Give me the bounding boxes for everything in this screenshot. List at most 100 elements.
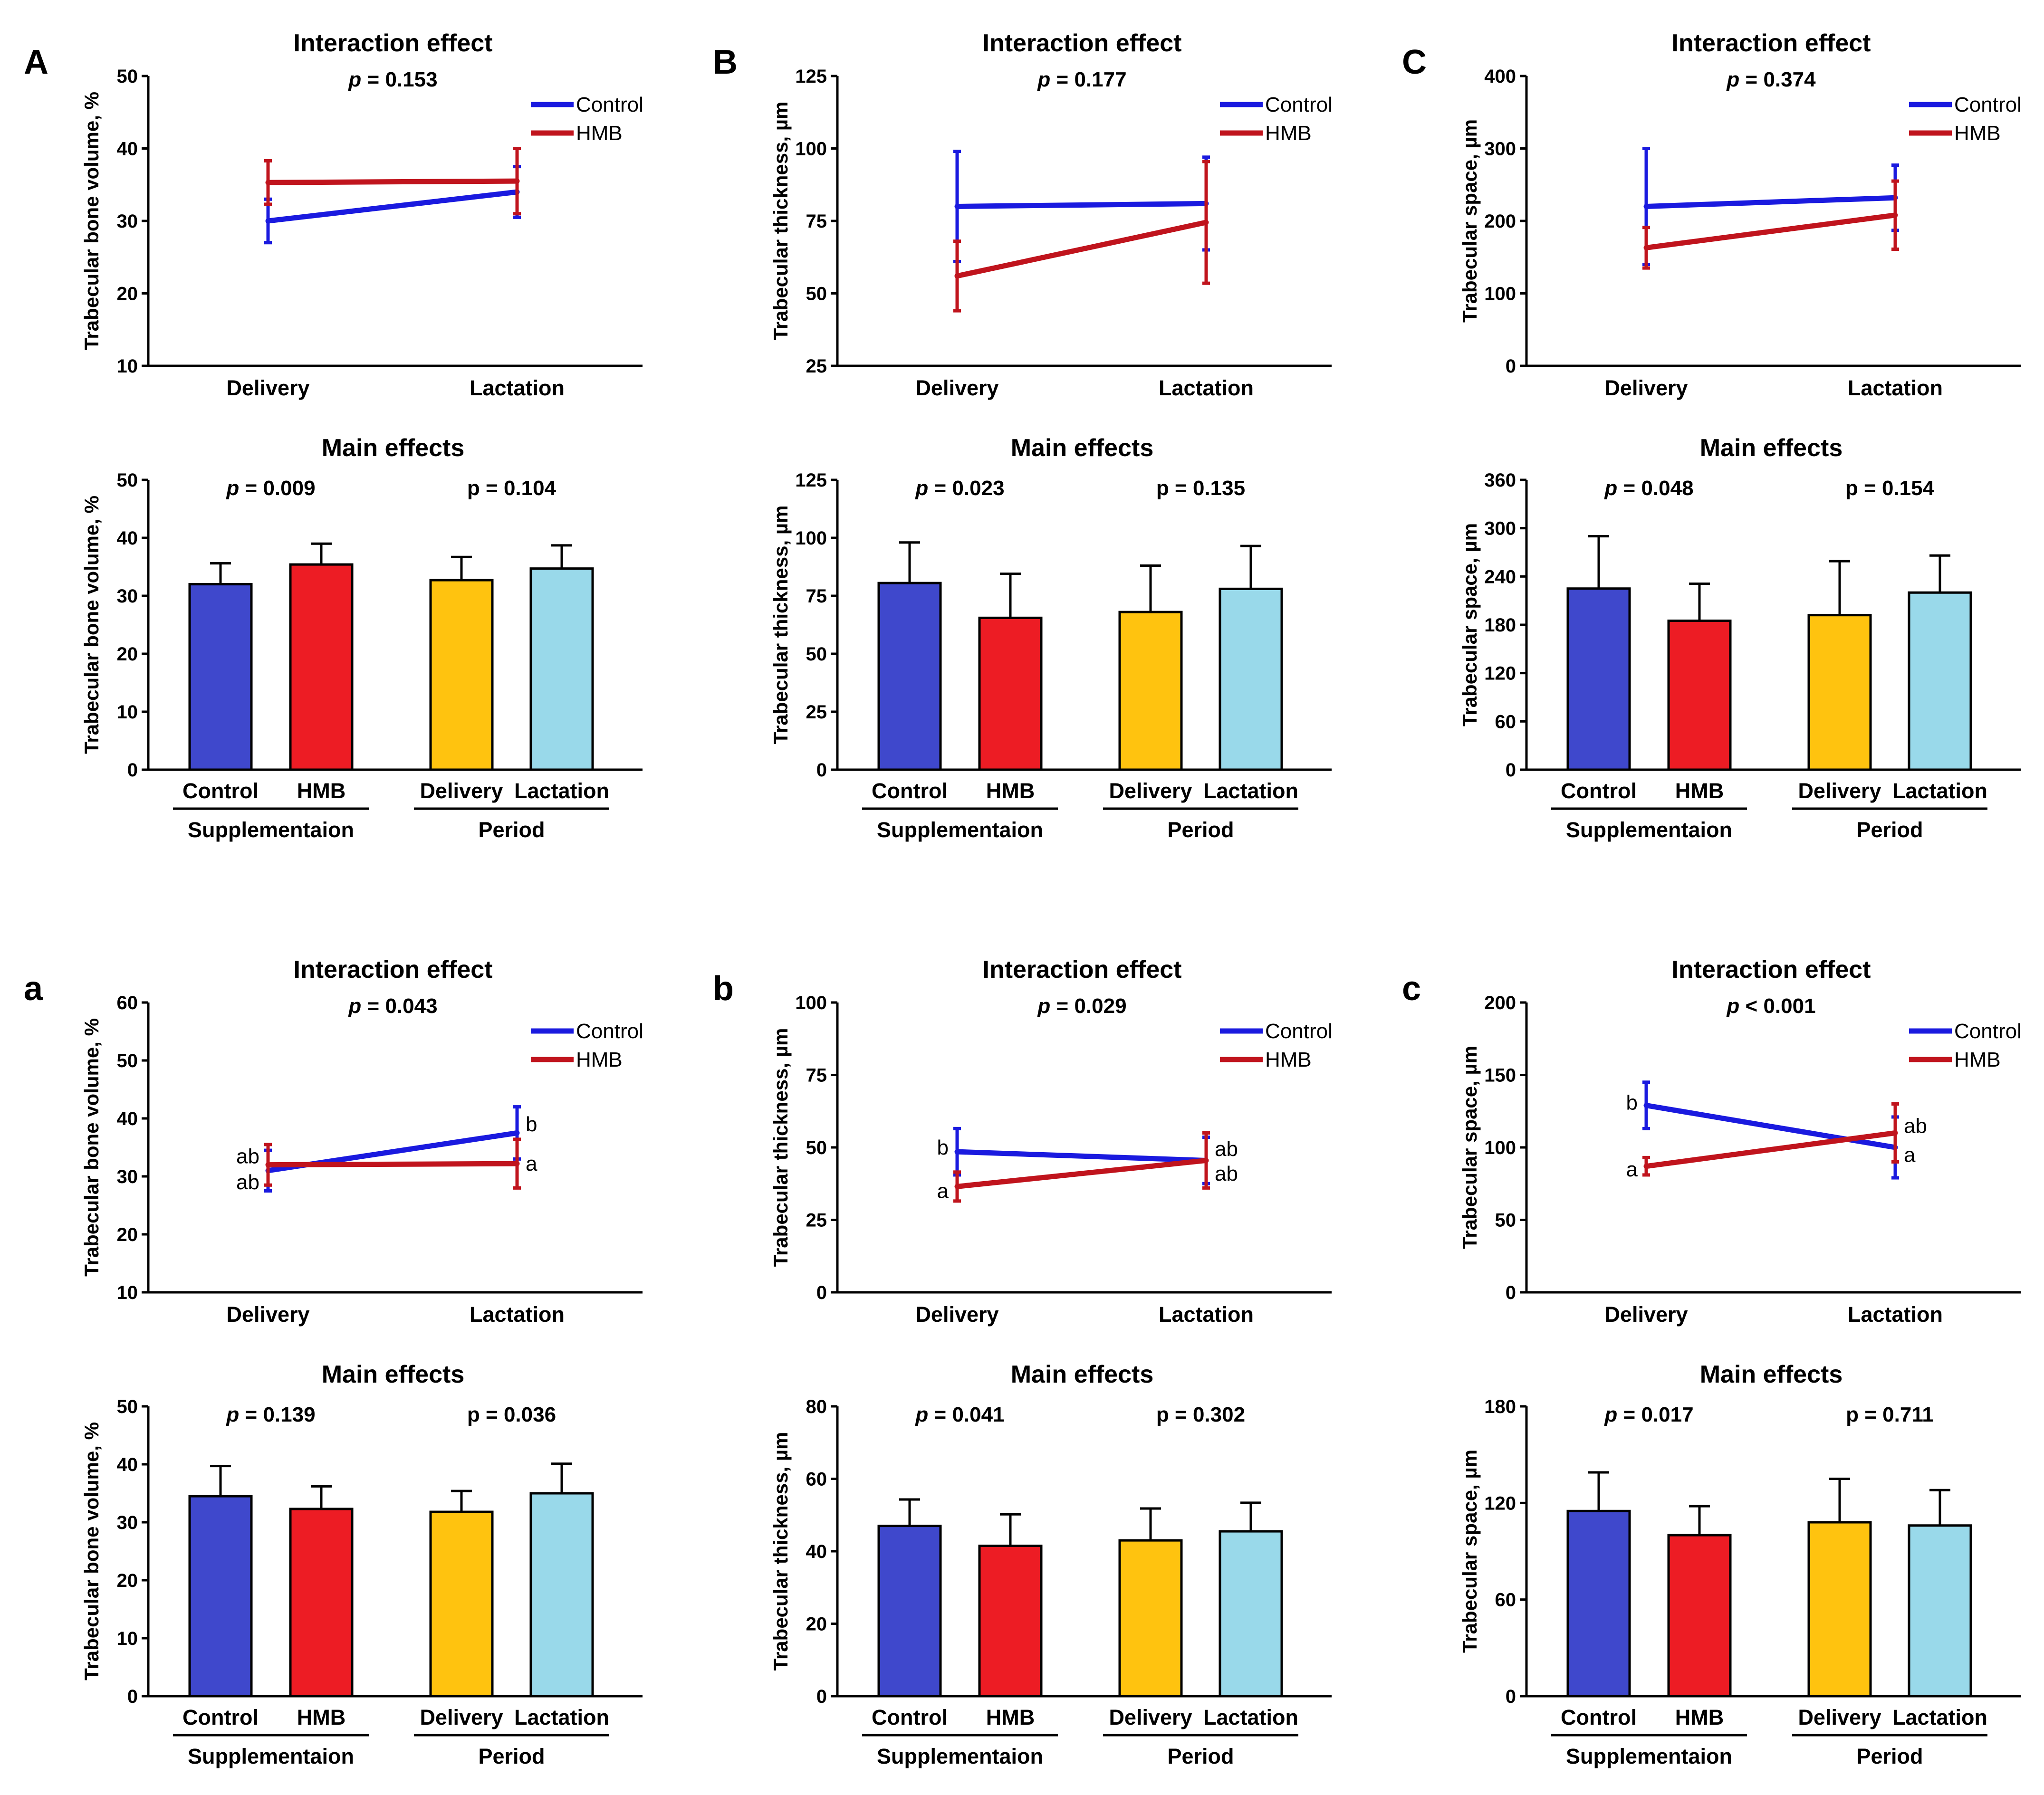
c9-y-tick-label: 80 xyxy=(806,1396,827,1417)
c5-group-label: Supplementaion xyxy=(1566,818,1732,842)
c3-bar-control xyxy=(877,582,942,771)
c5-y-tick-label: 300 xyxy=(1484,518,1516,539)
c6-y-axis-label: Trabecular bone volume, % xyxy=(80,1018,103,1277)
c7-p-text: p = 0.036 xyxy=(467,1403,556,1426)
c2-y-tick-label: 50 xyxy=(806,284,827,305)
c9-p-text: p = 0.302 xyxy=(1156,1403,1245,1426)
c6-y-tick-label: 30 xyxy=(117,1166,138,1187)
c1-category-label: Control xyxy=(182,779,259,803)
c0-category-label: Lactation xyxy=(470,376,565,400)
c8-significance-letter: a xyxy=(937,1180,949,1203)
c9-y-tick-label: 40 xyxy=(806,1541,827,1562)
c4-series-line-control xyxy=(1643,195,1898,209)
c5-category-label: Lactation xyxy=(1892,779,1987,803)
c6-significance-letter: a xyxy=(526,1152,537,1175)
c2-y-tick-label: 25 xyxy=(806,356,827,377)
c11-group-label: Supplementaion xyxy=(1566,1744,1732,1768)
c4-category-label: Delivery xyxy=(1604,376,1688,400)
c11-p-text: p = 0.711 xyxy=(1846,1403,1934,1426)
c5-y-axis-label: Trabecular space, µm xyxy=(1459,523,1481,726)
c11-category-label: HMB xyxy=(1675,1705,1724,1729)
c9-group-label: Period xyxy=(1167,1744,1234,1768)
c0-y-tick-label: 30 xyxy=(117,211,138,232)
c7-p-text: = 0.139 xyxy=(239,1403,315,1426)
c5-y-tick-label: 120 xyxy=(1484,663,1516,684)
c4-p-italic: p xyxy=(1726,68,1739,91)
c7-y-axis-label: Trabecular bone volume, % xyxy=(80,1422,103,1680)
c0-y-axis-label: Trabecular bone volume, % xyxy=(80,92,103,350)
c11-bar-control xyxy=(1566,1509,1631,1698)
c7-bar-delivery xyxy=(429,1510,494,1698)
c4-y-tick-label: 0 xyxy=(1506,356,1516,377)
c2-y-tick-label: 100 xyxy=(795,139,827,160)
c7-y-tick-label: 40 xyxy=(117,1454,138,1475)
c6-title: Interaction effect xyxy=(294,956,493,983)
c10-series-line-control xyxy=(1643,1103,1898,1150)
c1-p-text: p = 0.104 xyxy=(467,477,557,500)
c7-title: Main effects xyxy=(322,1361,465,1388)
c0-p-italic: p xyxy=(348,68,361,91)
c4-series-line-hmb xyxy=(1643,212,1898,250)
c3-title: Main effects xyxy=(1011,434,1154,462)
c6-significance-letter: ab xyxy=(236,1145,259,1168)
c2-y-tick-label: 125 xyxy=(795,66,827,87)
c2-y-axis-label: Trabecular thickness, µm xyxy=(769,102,792,341)
c9-group-p-value: p = 0.041 xyxy=(915,1403,1004,1426)
c9-bar-delivery xyxy=(1118,1539,1183,1698)
c6-y-tick-label: 20 xyxy=(117,1224,138,1245)
c5-bar-delivery xyxy=(1807,614,1872,771)
c1-group-label: Supplementaion xyxy=(188,818,354,842)
c5-bar-control xyxy=(1566,587,1631,771)
c7-category-label: Delivery xyxy=(420,1705,503,1729)
c7-group-label: Supplementaion xyxy=(188,1744,354,1768)
c6-panel-letter: a xyxy=(24,970,43,1008)
c11-p-italic: p xyxy=(1604,1403,1617,1426)
c1-p-italic: p xyxy=(226,477,239,500)
c5-y-tick-label: 60 xyxy=(1495,711,1516,732)
c2-p-value: p = 0.177 xyxy=(1037,68,1126,91)
c0-legend-label: HMB xyxy=(576,122,623,145)
c0-category-label: Delivery xyxy=(226,376,309,400)
c10-y-tick-label: 100 xyxy=(1484,1137,1516,1158)
c5-y-tick-label: 180 xyxy=(1484,615,1516,636)
c7-category-label: Control xyxy=(182,1705,259,1729)
c8-significance-letter: b xyxy=(937,1136,949,1159)
c7-bar-hmb xyxy=(289,1508,354,1698)
c1-title: Main effects xyxy=(322,434,465,462)
c9-category-label: Delivery xyxy=(1109,1705,1192,1729)
c8-series-line-hmb xyxy=(954,1157,1209,1189)
c3-p-italic: p xyxy=(915,477,928,500)
c10-legend-label: HMB xyxy=(1954,1048,2001,1071)
c7-bar-control xyxy=(188,1495,253,1698)
c11-category-label: Delivery xyxy=(1798,1705,1881,1729)
c10-y-tick-label: 50 xyxy=(1495,1210,1516,1231)
c7-y-tick-label: 10 xyxy=(117,1628,138,1649)
c11-title: Main effects xyxy=(1700,1361,1843,1388)
c4-y-tick-label: 200 xyxy=(1484,211,1516,232)
c6-significance-letter: b xyxy=(526,1113,537,1136)
c9-y-tick-label: 20 xyxy=(806,1614,827,1635)
c3-category-label: Delivery xyxy=(1109,779,1192,803)
c8-category-label: Lactation xyxy=(1159,1302,1254,1327)
c0-p-text: = 0.153 xyxy=(361,68,437,91)
c9-y-tick-label: 60 xyxy=(806,1469,827,1490)
c0-series-line-control xyxy=(265,189,520,224)
c3-category-label: Control xyxy=(872,779,948,803)
c2-title: Interaction effect xyxy=(983,29,1182,57)
c4-panel-letter: C xyxy=(1402,43,1427,81)
c10-p-italic: p xyxy=(1726,994,1739,1018)
c8-y-tick-label: 0 xyxy=(816,1282,827,1303)
c0-y-tick-label: 10 xyxy=(117,356,138,377)
c9-category-label: Lactation xyxy=(1203,1705,1298,1729)
c5-bar-lactation xyxy=(1908,591,1972,771)
c8-y-tick-label: 50 xyxy=(806,1137,827,1158)
c0-y-tick-label: 40 xyxy=(117,139,138,160)
c1-category-label: HMB xyxy=(297,779,345,803)
c3-p-text: p = 0.135 xyxy=(1156,477,1245,500)
c10-significance-letter: a xyxy=(1626,1158,1638,1181)
c6-y-tick-label: 50 xyxy=(117,1050,138,1071)
c10-legend-label: Control xyxy=(1954,1020,2022,1043)
c8-title: Interaction effect xyxy=(983,956,1182,983)
c10-significance-letter: b xyxy=(1626,1091,1638,1114)
